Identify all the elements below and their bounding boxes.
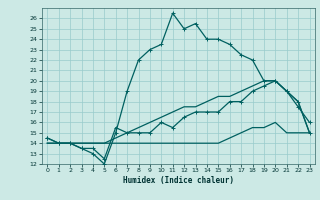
X-axis label: Humidex (Indice chaleur): Humidex (Indice chaleur) (123, 176, 234, 185)
